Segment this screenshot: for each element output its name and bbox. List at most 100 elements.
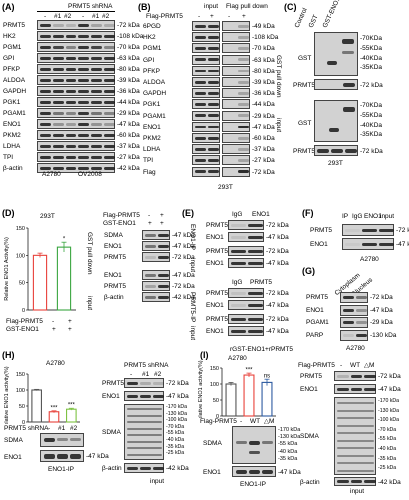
panel-b-letter: (B) — [138, 2, 151, 12]
panel-f-col-igg: IgG — [352, 213, 363, 220]
panel-d-blot-flag: Flag-PRMT5 — [103, 212, 140, 219]
panel-d-sign-gst-2: + — [68, 326, 72, 333]
y-axis-label: Relative ENO1 activity(%) — [198, 360, 204, 418]
panel-a-row-1-name: HK2 — [3, 33, 16, 40]
bar-0 — [32, 254, 48, 311]
panel-a-row-12-name: TPI — [3, 154, 14, 161]
panel-i-input-row-1-name: ENO1 — [300, 386, 318, 393]
panel-c-mw-prmt5-pull: -72 kDa — [360, 82, 383, 89]
panel-a-row-8-blot — [37, 108, 115, 118]
panel-i-letter: (I) — [200, 350, 209, 360]
panel-b-row-1-name: HK2 — [143, 34, 156, 42]
panel-f-col-input: input — [380, 213, 395, 220]
panel-e-top-row-1-mw: -47 kDa — [266, 234, 289, 241]
panel-f-row-1-name: ENO1 — [310, 241, 328, 248]
panel-d-blot-sign-f2: + — [160, 212, 164, 219]
panel-i-input-sign-3: △M — [364, 362, 375, 369]
panel-a-lane-1: - — [44, 13, 47, 20]
panel-b-row-2-name: PGM1 — [143, 45, 162, 53]
panel-d-chart: 0 50 100 150 Relative ENO1 Activity(%) * — [4, 226, 76, 314]
panel-d-sign-flag-2: + — [68, 318, 72, 325]
panel-h-row-sdma: SDMA — [4, 437, 23, 444]
panel-i-input-mw-1: -130 kDa — [378, 407, 400, 414]
y-tick-label-1: 50 — [19, 404, 25, 410]
panel-a-lane-4: - — [82, 13, 85, 20]
panel-h-shrna-label: PRMT5 shRNA — [4, 425, 49, 432]
panel-h-blot-eno1 — [40, 450, 84, 462]
panel-g-letter: (G) — [302, 266, 315, 276]
panel-i-input-mw-6: -35 kDa — [378, 455, 397, 462]
panel-b-row-12-input-blot — [192, 155, 220, 166]
panel-c-mw-1: -70KDa — [360, 35, 383, 42]
panel-f-row-0-name: PRMT5 — [310, 227, 333, 234]
panel-b-row-5-mw: -39 kDa — [252, 79, 275, 86]
panel-h-input-mw-7: -25 kDa — [166, 450, 185, 457]
panel-i-blot-mw-1: -130 kDa — [278, 434, 301, 441]
panel-i-input-row-0-name: PRMT5 — [300, 373, 323, 380]
panel-a-row-0-blot — [37, 20, 115, 30]
panel-h-input-row-1-mw: -47 kDa — [166, 393, 189, 400]
panel-e-top-row-1-blot — [228, 232, 264, 242]
y-tick-label-0: 0 — [216, 414, 219, 418]
panel-i-cell: A2780 — [228, 355, 247, 362]
annotation-2: ns — [264, 374, 270, 380]
panel-b-row-8-mw: -29 kDa — [252, 112, 275, 120]
panel-a-row-10-mw: -60 kDa — [117, 132, 140, 139]
panel-e-top-row-2-mw: -72 kDa — [266, 248, 289, 255]
y-tick-label-2: 100 — [16, 388, 25, 394]
panel-a-lane-2: #1 — [54, 13, 62, 20]
panel-a-lane-3: #2 — [64, 13, 72, 20]
panel-a-row-6-name: GAPDH — [3, 88, 27, 95]
panel-e-letter: (E) — [182, 208, 194, 218]
panel-f-cell: A2780 — [360, 256, 379, 263]
panel-b-row-13-mw: -72 kDa — [252, 168, 275, 176]
y-tick-label-3: 150 — [16, 372, 25, 378]
panel-i-input-row-1-blot — [334, 384, 376, 394]
panel-a-row-0-mw: -72 kDa — [117, 22, 140, 29]
bar-0 — [225, 383, 237, 417]
panel-a-row-2-name: PGM1 — [3, 44, 22, 51]
panel-d-flag-label: Flag-PRMT5 — [6, 318, 43, 325]
panel-c-mw-in-1: -70KDa — [360, 102, 383, 109]
panel-d-pull-row-2-mw: -72 kDa — [172, 254, 195, 261]
bar-1 — [56, 246, 72, 311]
panel-b-lane-2: + — [210, 13, 214, 20]
panel-a-row-10-blot — [37, 130, 115, 140]
panel-b-row-10-name: PKM2 — [143, 135, 161, 142]
panel-h-row-eno1: ENO1 — [4, 454, 22, 461]
panel-a-row-9-mw: -47 kDa — [117, 121, 140, 128]
panel-b-row-8-pull-blot — [222, 110, 250, 121]
panel-a-cell-1: A2780 — [42, 171, 61, 178]
panel-b-row-0-mw: -49 kDa — [252, 23, 275, 30]
panel-e-bot-row-1-mw: -47 kDa — [266, 302, 289, 309]
panel-h-input-row-0-blot — [124, 378, 164, 388]
panel-i-chart: 0 50 100 150 Relative ENO1 activity(%) *** ns — [198, 360, 276, 418]
panel-g-row-2-name: PGAM1 — [306, 319, 329, 326]
panel-b-row-7-pull-blot — [222, 99, 250, 110]
panel-b-row-9-pull-blot — [222, 121, 250, 132]
panel-b-row-6-name: GAPDH — [143, 90, 167, 98]
panel-b-row-11-mw: -37 kDa — [252, 146, 275, 154]
panel-b-row-6-input-blot — [192, 88, 220, 99]
panel-e-input2: input — [189, 326, 196, 341]
panel-a-row-10-name: PKM2 — [3, 132, 21, 139]
panel-d-pull-row-0-name: SDMA — [104, 232, 123, 239]
panel-i-sign-2: WT — [250, 418, 261, 425]
panel-b-row-9-name: ENO1 — [143, 123, 161, 131]
panel-b-row-6-pull-blot — [222, 88, 250, 99]
panel-e-top-row-0-mw: -72 kDa — [266, 222, 289, 229]
panel-b-row-3-mw: -63 kDa — [252, 56, 275, 64]
panel-d-blot-sign-g2: + — [160, 220, 164, 227]
panel-e-top-row-1-name: ENO1 — [206, 234, 224, 241]
panel-a-row-7-name: PGK1 — [3, 99, 21, 106]
panel-c-mw-3: -40KDa — [360, 55, 383, 62]
panel-b-row-13-input-blot — [192, 166, 220, 177]
panel-b-row-0-pull-blot — [222, 21, 250, 31]
panel-d-input-row-3-blot — [142, 270, 170, 280]
bar-2 — [261, 381, 273, 417]
panel-b-row-4-pull-blot — [222, 65, 250, 76]
panel-a-row-0-name: PRMT5 — [3, 22, 26, 29]
panel-h-mw-eno1: -47 kDa — [86, 453, 109, 460]
panel-g-cell: A2780 — [346, 345, 365, 352]
